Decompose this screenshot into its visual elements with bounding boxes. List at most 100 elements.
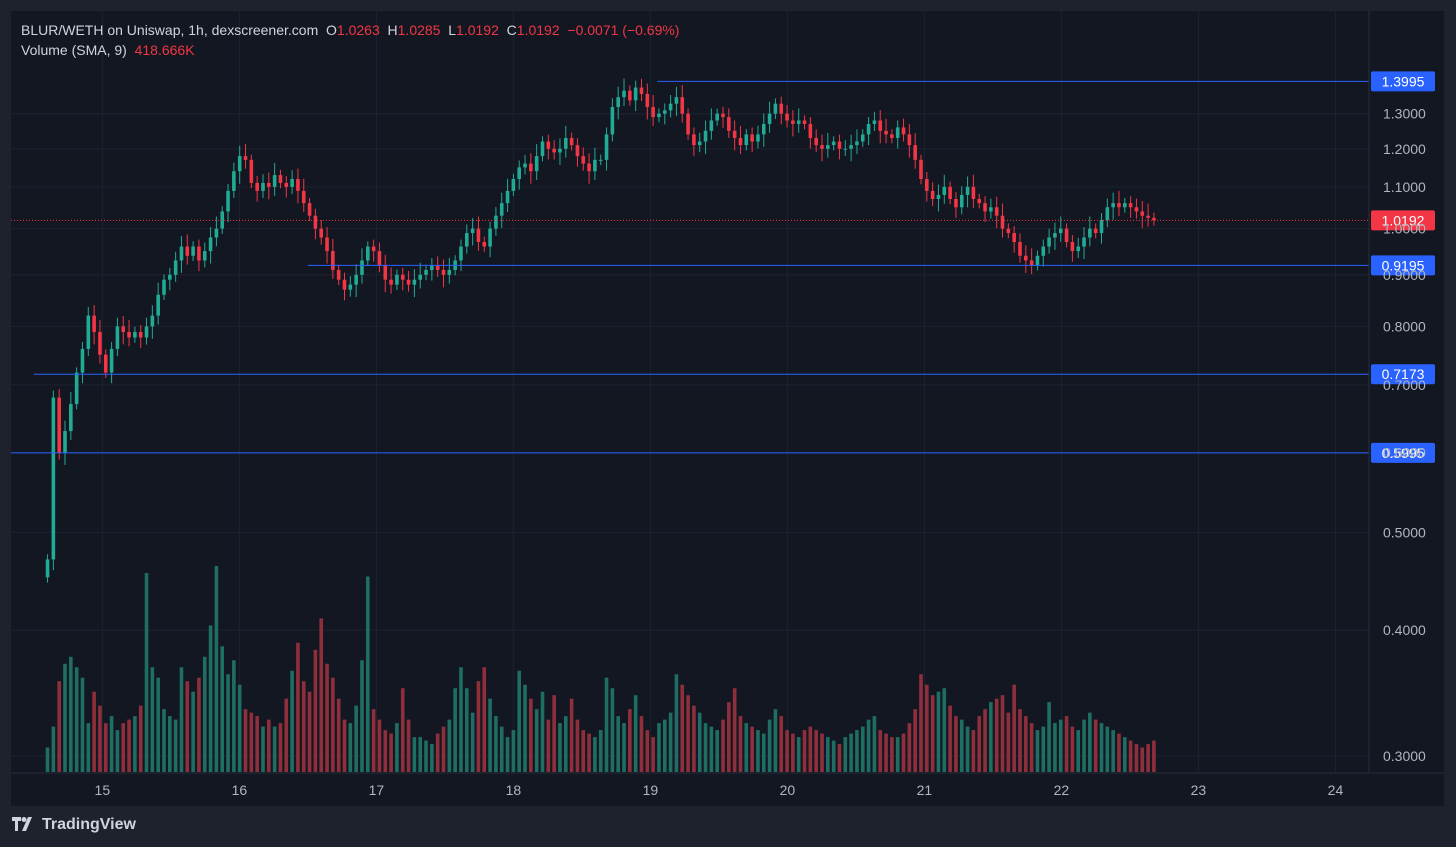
volume-bar xyxy=(109,716,114,772)
price-level-tag[interactable] xyxy=(1371,442,1435,463)
candle-body xyxy=(645,93,650,108)
candle-body xyxy=(1128,203,1133,208)
candle-body xyxy=(1111,203,1115,208)
volume-bar xyxy=(1058,719,1063,772)
candle-body xyxy=(732,130,737,138)
volume-bar xyxy=(534,709,539,772)
candle-body xyxy=(895,127,900,138)
branding[interactable]: TradingView xyxy=(12,816,136,834)
candle-body xyxy=(593,159,597,172)
volume-bar xyxy=(662,719,667,772)
volume-bar xyxy=(301,681,306,772)
volume-bar xyxy=(971,730,976,772)
volume-bar xyxy=(255,716,259,772)
candle-body xyxy=(1082,237,1086,247)
volume-bar xyxy=(464,688,469,772)
volume-bar xyxy=(185,681,190,772)
candle-body xyxy=(336,269,341,280)
candle-body xyxy=(662,110,667,114)
volume-bar xyxy=(272,726,277,772)
open-value: 1.0263 xyxy=(336,22,380,38)
price-level-tag[interactable] xyxy=(1371,364,1435,385)
volume-bar xyxy=(674,674,679,772)
price-level-tag[interactable] xyxy=(1371,255,1435,276)
symbol-title[interactable]: BLUR/WETH on Uniswap, 1h, dexscreener.co… xyxy=(21,22,319,38)
candle-body xyxy=(226,190,230,212)
volume-bar xyxy=(191,691,195,772)
candle-body xyxy=(103,354,108,373)
candle-body xyxy=(738,137,743,146)
volume-bar xyxy=(1140,747,1145,772)
volume-bar xyxy=(657,723,661,772)
volume-bar xyxy=(732,688,737,772)
candle-body xyxy=(121,326,126,332)
candle-body xyxy=(272,175,277,187)
low-value: 1.0192 xyxy=(456,22,499,38)
candle-body xyxy=(371,246,376,252)
candle-body xyxy=(243,156,248,160)
volume-bar xyxy=(884,733,888,772)
candle-body xyxy=(884,130,888,135)
volume-bar xyxy=(371,709,376,772)
volume-bar xyxy=(1018,709,1022,772)
candle-body xyxy=(709,120,714,131)
candle-body xyxy=(348,284,353,290)
candle-body xyxy=(639,87,644,94)
candle-body xyxy=(919,159,923,179)
volume-bar xyxy=(377,719,382,772)
volume-bar xyxy=(418,737,423,772)
chart-frame[interactable]: 1.3995 0.9195 0.7173 0.5995 1.0192 0.3000 0.… xyxy=(11,11,1444,806)
y-tick-label: 0.6000 xyxy=(1383,444,1426,460)
volume-label[interactable]: Volume (SMA, 9) xyxy=(21,42,127,58)
candle-body xyxy=(505,190,510,204)
ohlc-legend: BLUR/WETH on Uniswap, 1h, dexscreener.co… xyxy=(21,22,679,38)
candle-body xyxy=(144,326,149,338)
candle-body xyxy=(971,186,976,200)
candle-body xyxy=(855,141,859,146)
candle-body xyxy=(476,228,481,242)
volume-bar xyxy=(226,674,230,772)
candle-body xyxy=(511,178,516,191)
volume-bar xyxy=(150,667,155,772)
volume-bar xyxy=(1047,702,1051,772)
candle-body xyxy=(488,228,492,247)
candle-body xyxy=(185,246,190,256)
volume-bar xyxy=(628,709,632,772)
price-level-tag[interactable] xyxy=(1371,71,1435,92)
candle-body xyxy=(109,348,114,373)
volume-bar xyxy=(593,737,597,772)
volume-bar xyxy=(1117,733,1121,772)
volume-bar xyxy=(1122,737,1127,772)
candle-body xyxy=(674,97,679,104)
volume-bar xyxy=(103,723,108,772)
price-level-label: 0.9195 xyxy=(1382,257,1425,273)
volume-bar xyxy=(575,719,580,772)
y-tick-label: 0.4000 xyxy=(1383,622,1426,638)
y-tick-label: 1.3000 xyxy=(1383,106,1426,122)
candle-body xyxy=(63,431,67,453)
y-tick-label: 1.2000 xyxy=(1383,141,1426,157)
x-tick-label: 17 xyxy=(369,782,385,798)
volume-bar xyxy=(692,705,696,772)
open-label: O xyxy=(326,22,337,38)
volume-bar xyxy=(919,674,923,772)
candle-body xyxy=(1093,228,1098,234)
candle-body xyxy=(802,120,807,124)
volume-bar xyxy=(168,716,172,772)
candle-body xyxy=(517,167,522,179)
volume-bar xyxy=(284,698,289,772)
candle-body xyxy=(494,215,498,229)
candle-body xyxy=(1035,255,1040,266)
volume-bar xyxy=(307,691,312,772)
volume-bar xyxy=(208,625,213,772)
volume-bar xyxy=(98,705,102,772)
volume-bar xyxy=(802,730,807,772)
candle-body xyxy=(459,246,463,261)
volume-bar xyxy=(878,730,883,772)
candle-body xyxy=(69,404,73,432)
volume-bar xyxy=(406,719,411,772)
grid xyxy=(11,11,1369,773)
volume-bar xyxy=(395,723,399,772)
candle-body xyxy=(616,97,620,108)
